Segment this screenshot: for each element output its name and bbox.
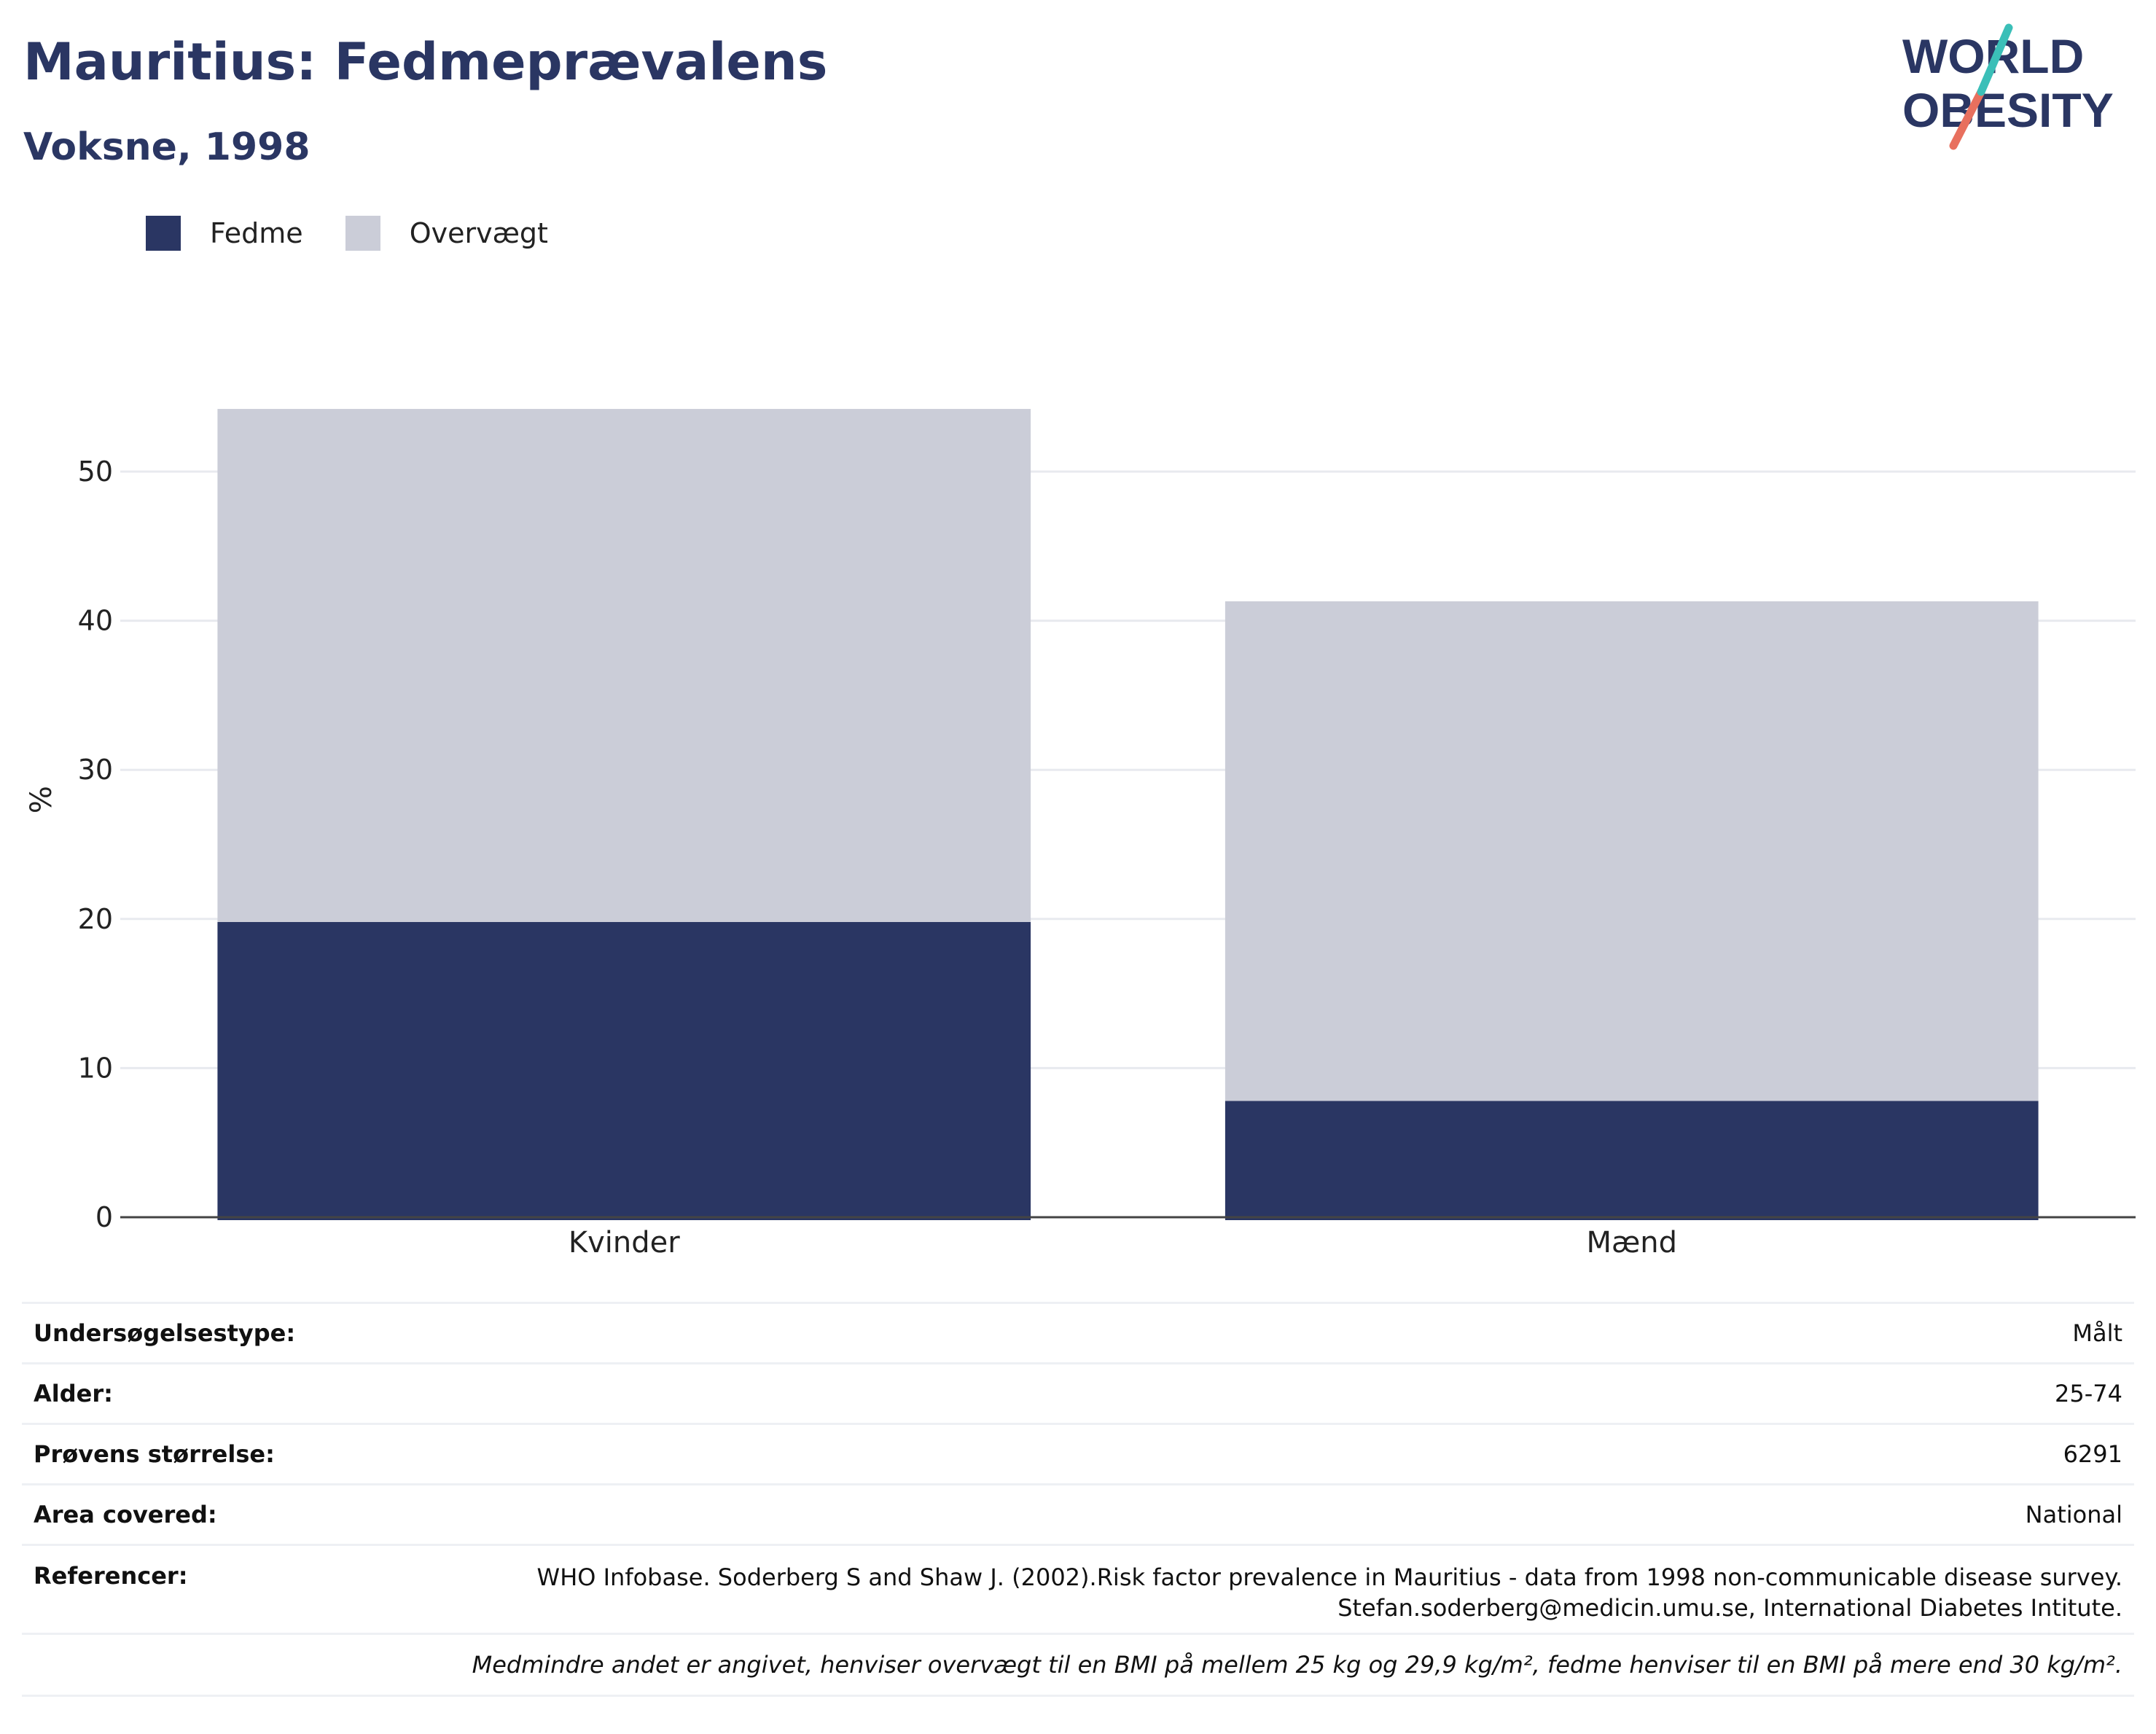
y-tick-label: 0 — [95, 1201, 113, 1233]
logo-line2: OBESITY — [1902, 83, 2114, 137]
bar-fedme — [217, 921, 1031, 1220]
bar-fedme — [1225, 1101, 2039, 1220]
info-label: Undersøgelsestype: — [34, 1319, 296, 1347]
info-value: 25-74 — [2055, 1380, 2122, 1407]
info-label: Referencer: — [34, 1562, 188, 1590]
chart-title: Mauritius: Fedmeprævalens — [23, 32, 828, 92]
chart-legend: Fedme Overvægt — [146, 216, 590, 251]
info-row-age: Alder: 25-74 — [22, 1362, 2134, 1423]
info-label: Area covered: — [34, 1501, 217, 1528]
y-tick-label: 50 — [78, 456, 113, 488]
bar-chart: 0 10 20 30 40 50% Kvinder Mænd — [25, 409, 2136, 1260]
legend-item-overvaegt[interactable]: Overvægt — [345, 216, 548, 251]
legend-swatch-fedme — [146, 216, 181, 251]
info-row-references: Referencer: WHO Infobase. Soderberg S an… — [22, 1544, 2134, 1633]
y-tick-label: 40 — [78, 605, 113, 637]
info-label: Alder: — [34, 1380, 113, 1407]
logo-slash-teal — [1977, 23, 2013, 96]
info-value: Målt — [2072, 1319, 2122, 1347]
chart-subtitle: Voksne, 1998 — [23, 125, 310, 169]
bar-overvaegt — [217, 409, 1031, 922]
info-label: Prøvens størrelse: — [34, 1440, 275, 1468]
bar-overvaegt — [1225, 601, 2039, 1101]
logo-slash-red — [1949, 87, 1985, 150]
references-text: WHO Infobase. Soderberg S and Shaw J. (2… — [537, 1562, 2134, 1623]
info-row-survey-type: Undersøgelsestype: Målt — [22, 1302, 2134, 1362]
y-axis-label: % — [25, 786, 58, 813]
x-tick-label: Kvinder — [569, 1226, 680, 1260]
x-tick-label: Mænd — [1586, 1226, 1677, 1260]
info-row-sample-size: Prøvens størrelse: 6291 — [22, 1423, 2134, 1483]
y-tick-label: 10 — [78, 1052, 113, 1084]
info-table: Undersøgelsestype: Målt Alder: 25-74 Prø… — [22, 1302, 2134, 1697]
legend-label-fedme: Fedme — [210, 217, 303, 249]
legend-swatch-overvaegt — [345, 216, 380, 251]
reference-line-2: Stefan.soderberg@medicin.umu.se, Interna… — [1337, 1594, 2122, 1622]
reference-line-1: WHO Infobase. Soderberg S and Shaw J. (2… — [536, 1563, 2122, 1591]
y-tick-label: 20 — [78, 903, 113, 935]
info-row-note: Medmindre andet er angivet, henviser ove… — [22, 1633, 2134, 1697]
bmi-definition-note: Medmindre andet er angivet, henviser ove… — [472, 1651, 2122, 1679]
legend-item-fedme[interactable]: Fedme — [146, 216, 303, 251]
info-row-area: Area covered: National — [22, 1483, 2134, 1544]
world-obesity-logo: WORLD OBESITY — [1902, 23, 2114, 150]
info-value: 6291 — [2063, 1440, 2122, 1468]
legend-label-overvaegt: Overvægt — [409, 217, 548, 249]
info-value: National — [2025, 1501, 2122, 1528]
y-tick-label: 30 — [78, 754, 113, 786]
